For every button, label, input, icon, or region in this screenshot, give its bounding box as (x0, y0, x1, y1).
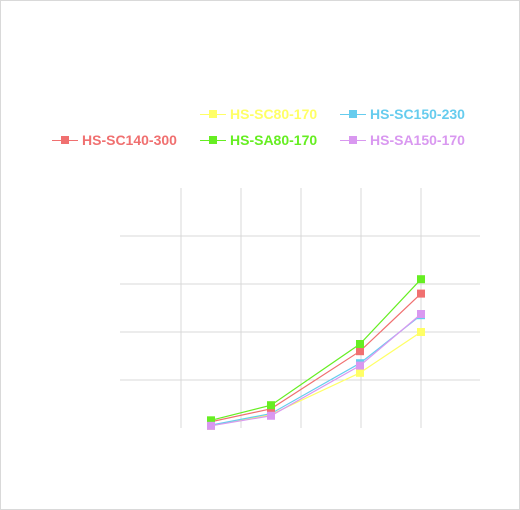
series-3-point-4 (417, 289, 425, 298)
series-3-point-3 (356, 347, 364, 356)
series-4-point-3 (356, 340, 364, 348)
legend-label-hs-sa80-170: HS-SA80-170 (230, 132, 318, 148)
legend-item-hs-sc140-300: HS-SC140-300 (52, 131, 177, 149)
series-5-point-3 (356, 361, 364, 370)
legend-swatch-hs-sc150-230 (340, 107, 366, 121)
legend-item-hs-sa150-170: HS-SA150-170 (340, 131, 465, 149)
series-4-point-2 (267, 401, 275, 410)
series-4-point-4 (417, 275, 425, 284)
legend-label-hs-sc150-230: HS-SC150-230 (370, 106, 465, 122)
series-4-point-1 (207, 416, 215, 425)
series-1-point-4 (417, 328, 425, 336)
legend-label-hs-sa150-170: HS-SA150-170 (370, 132, 465, 148)
series-1-point-3 (356, 368, 364, 377)
legend-label-hs-sc140-300: HS-SC140-300 (82, 132, 177, 148)
legend-swatch-hs-sa80-170 (200, 133, 226, 147)
series-line-4 (210, 278, 422, 421)
legend-swatch-hs-sc80-170 (200, 107, 226, 121)
legend-label-hs-sc80-170: HS-SC80-170 (230, 106, 318, 122)
series-5-point-2 (267, 411, 275, 420)
legend-item-hs-sc150-230: HS-SC150-230 (340, 105, 465, 123)
series-5-point-1 (207, 421, 215, 430)
series-5-point-4 (417, 310, 425, 318)
series-line-5 (210, 313, 422, 427)
legend-swatch-hs-sc140-300 (52, 133, 78, 147)
series-line-3 (210, 293, 422, 423)
legend-swatch-hs-sa150-170 (340, 133, 366, 147)
legend-item-hs-sa80-170: HS-SA80-170 (200, 131, 317, 149)
legend-item-hs-sc80-170: HS-SC80-170 (200, 105, 317, 123)
